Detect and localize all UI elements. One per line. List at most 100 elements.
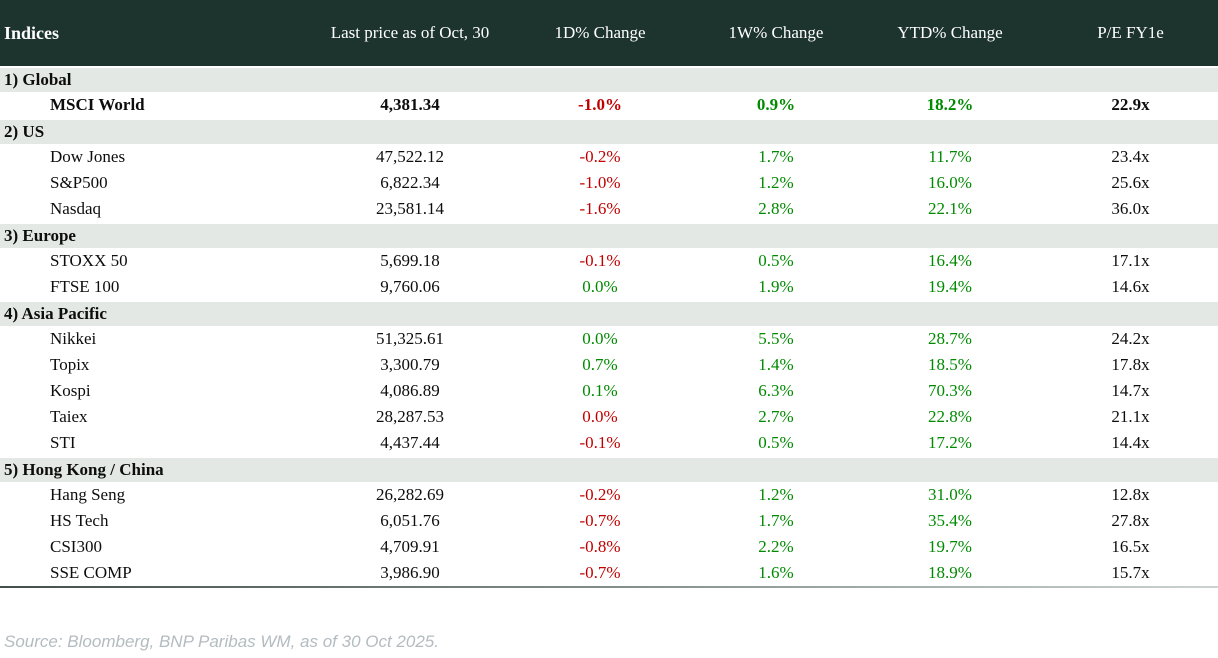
w1-change: 1.7% [758,147,794,166]
ytd-change: 17.2% [928,433,972,452]
d1-change: -0.8% [579,537,621,556]
pe-fy1e: 24.2x [1111,329,1150,348]
header-row: Indices Last price as of Oct, 30 1D% Cha… [0,0,1218,67]
section-label: 3) Europe [0,222,1218,248]
w1-change: 2.2% [758,537,794,556]
w1-change: 1.2% [758,173,794,192]
index-name: CSI300 [50,537,102,556]
index-row: Nasdaq 23,581.14 -1.6% 2.8% 22.1% 36.0x [0,196,1218,223]
pe-fy1e: 36.0x [1111,199,1150,218]
table-body: 1) Global MSCI World 4,381.34 -1.0% 0.9% 18.2… [0,66,1218,586]
index-name: Nikkei [50,329,97,348]
header-last-price: Last price as of Oct, 30 [315,0,505,67]
ytd-change: 31.0% [928,485,972,504]
d1-change: 0.0% [582,407,618,426]
last-price: 51,325.61 [376,329,444,348]
header-indices: Indices [0,0,315,67]
section-label: 4) Asia Pacific [0,300,1218,326]
d1-change: -0.1% [579,251,621,270]
ytd-change: 16.0% [928,173,972,192]
table-header: Indices Last price as of Oct, 30 1D% Cha… [0,0,1218,67]
index-name: Taiex [50,407,88,426]
pe-fy1e: 27.8x [1111,511,1150,530]
d1-change: -1.0% [579,173,621,192]
last-price: 6,051.76 [380,511,440,530]
index-row: FTSE 100 9,760.06 0.0% 1.9% 19.4% 14.6x [0,274,1218,301]
header-pe-fy1e: P/E FY1e [1043,0,1218,67]
d1-change: -0.2% [579,147,621,166]
last-price: 26,282.69 [376,485,444,504]
ytd-change: 28.7% [928,329,972,348]
section-row: 4) Asia Pacific [0,300,1218,326]
ytd-change: 19.4% [928,277,972,296]
index-name: MSCI World [50,95,145,114]
w1-change: 5.5% [758,329,794,348]
pe-fy1e: 14.6x [1111,277,1150,296]
pe-fy1e: 16.5x [1111,537,1150,556]
index-row: Nikkei 51,325.61 0.0% 5.5% 28.7% 24.2x [0,326,1218,352]
index-row: SSE COMP 3,986.90 -0.7% 1.6% 18.9% 15.7x [0,560,1218,586]
index-row: HS Tech 6,051.76 -0.7% 1.7% 35.4% 27.8x [0,508,1218,534]
ytd-change: 16.4% [928,251,972,270]
w1-change: 1.4% [758,355,794,374]
last-price: 4,437.44 [380,433,440,452]
header-1w-change: 1W% Change [695,0,857,67]
last-price: 4,381.34 [380,95,440,114]
index-row: Hang Seng 26,282.69 -0.2% 1.2% 31.0% 12.8x [0,482,1218,508]
last-price: 47,522.12 [376,147,444,166]
index-row: MSCI World 4,381.34 -1.0% 0.9% 18.2% 22.9x [0,92,1218,119]
pe-fy1e: 22.9x [1111,95,1150,114]
section-row: 5) Hong Kong / China [0,456,1218,482]
section-label: 2) US [0,118,1218,144]
index-name: FTSE 100 [50,277,120,296]
w1-change: 1.2% [758,485,794,504]
index-row: Taiex 28,287.53 0.0% 2.7% 22.8% 21.1x [0,404,1218,430]
section-row: 2) US [0,118,1218,144]
last-price: 3,986.90 [380,563,440,582]
index-name: Nasdaq [50,199,101,218]
ytd-change: 11.7% [928,147,972,166]
ytd-change: 18.5% [928,355,972,374]
index-row: Kospi 4,086.89 0.1% 6.3% 70.3% 14.7x [0,378,1218,404]
w1-change: 2.8% [758,199,794,218]
pe-fy1e: 23.4x [1111,147,1150,166]
d1-change: -0.2% [579,485,621,504]
last-price: 28,287.53 [376,407,444,426]
index-name: Hang Seng [50,485,126,504]
d1-change: 0.1% [582,381,618,400]
section-row: 1) Global [0,66,1218,92]
last-price: 4,086.89 [380,381,440,400]
w1-change: 6.3% [758,381,794,400]
ytd-change: 22.1% [928,199,972,218]
d1-change: 0.7% [582,355,618,374]
section-row: 3) Europe [0,222,1218,248]
index-name: SSE COMP [50,563,132,582]
w1-change: 0.5% [758,433,794,452]
source-note: Source: Bloomberg, BNP Paribas WM, as of… [4,632,439,651]
last-price: 23,581.14 [376,199,444,218]
w1-change: 1.6% [758,563,794,582]
index-row: Dow Jones 47,522.12 -0.2% 1.7% 11.7% 23.4x [0,144,1218,170]
index-name: STI [50,433,76,452]
index-row: STI 4,437.44 -0.1% 0.5% 17.2% 14.4x [0,430,1218,457]
ytd-change: 18.2% [926,95,974,114]
pe-fy1e: 14.7x [1111,381,1150,400]
section-label: 5) Hong Kong / China [0,456,1218,482]
w1-change: 1.9% [758,277,794,296]
w1-change: 0.5% [758,251,794,270]
index-name: STOXX 50 [50,251,128,270]
pe-fy1e: 15.7x [1111,563,1150,582]
index-name: Kospi [50,381,91,400]
ytd-change: 70.3% [928,381,972,400]
ytd-change: 22.8% [928,407,972,426]
index-name: HS Tech [50,511,109,530]
header-ytd-change: YTD% Change [857,0,1043,67]
table-bottom-rule [0,586,1218,588]
pe-fy1e: 12.8x [1111,485,1150,504]
last-price: 6,822.34 [380,173,440,192]
last-price: 5,699.18 [380,251,440,270]
w1-change: 0.9% [756,95,796,114]
header-1d-change: 1D% Change [505,0,695,67]
pe-fy1e: 21.1x [1111,407,1150,426]
